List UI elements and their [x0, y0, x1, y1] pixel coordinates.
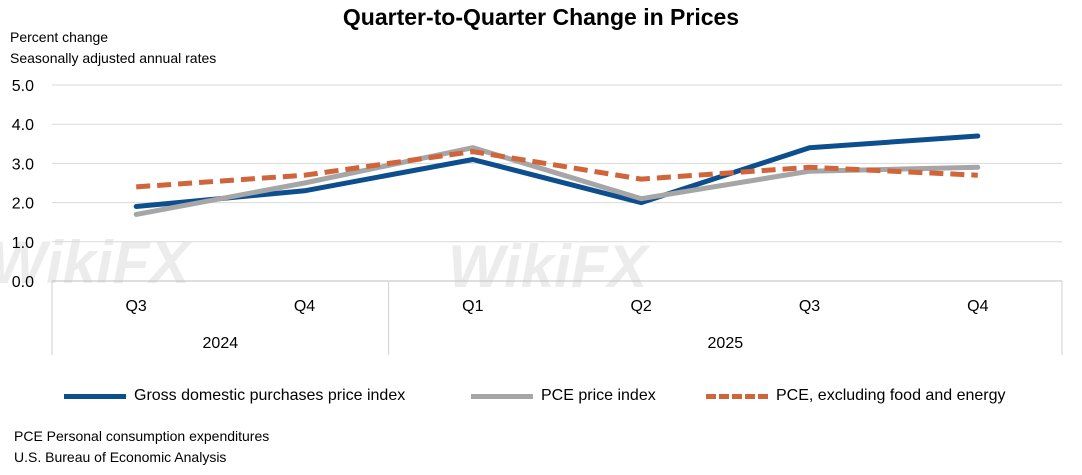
y-tick-label: 2.0 [12, 196, 34, 213]
y-tick-label: 4.0 [12, 117, 34, 134]
x-tick-label: Q3 [125, 298, 146, 315]
series-line-2 [136, 149, 978, 190]
x-tick-label: Q1 [462, 298, 483, 315]
legend-swatch-pce-core [706, 393, 768, 399]
y-tick-label: 5.0 [12, 78, 34, 95]
x-tick-label: Q3 [799, 298, 820, 315]
y-axis-label-line2: Seasonally adjusted annual rates [10, 50, 217, 66]
legend-item-pce-core: PCE, excluding food and energy [706, 385, 1005, 407]
x-tick-label: Q2 [630, 298, 651, 315]
chart-legend: Gross domestic purchases price index PCE… [0, 385, 1082, 407]
legend-label-pce: PCE price index [541, 387, 656, 404]
x-group-label: 2024 [203, 335, 239, 352]
chart-title: Quarter-to-Quarter Change in Prices [342, 4, 740, 30]
legend-label-gdp-purchases: Gross domestic purchases price index [134, 387, 406, 404]
legend-label-pce-core: PCE, excluding food and energy [776, 387, 1006, 404]
footnote-pce-definition: PCE Personal consumption expenditures [14, 428, 270, 444]
legend-item-gdp-purchases: Gross domestic purchases price index [64, 385, 405, 407]
legend-swatch-pce [471, 393, 533, 399]
series-line-0 [133, 133, 981, 209]
y-tick-label: 1.0 [12, 235, 34, 252]
x-group-label: 2025 [708, 335, 744, 352]
legend-item-pce: PCE price index [471, 385, 656, 407]
y-tick-label: 3.0 [12, 156, 34, 173]
y-tick-label: 0.0 [12, 274, 34, 291]
footnote-source: U.S. Bureau of Economic Analysis [14, 449, 227, 465]
y-axis-label-line1: Percent change [10, 29, 109, 45]
legend-swatch-gdp-purchases [64, 393, 126, 399]
x-tick-label: Q4 [967, 298, 988, 315]
x-tick-label: Q4 [294, 298, 315, 315]
